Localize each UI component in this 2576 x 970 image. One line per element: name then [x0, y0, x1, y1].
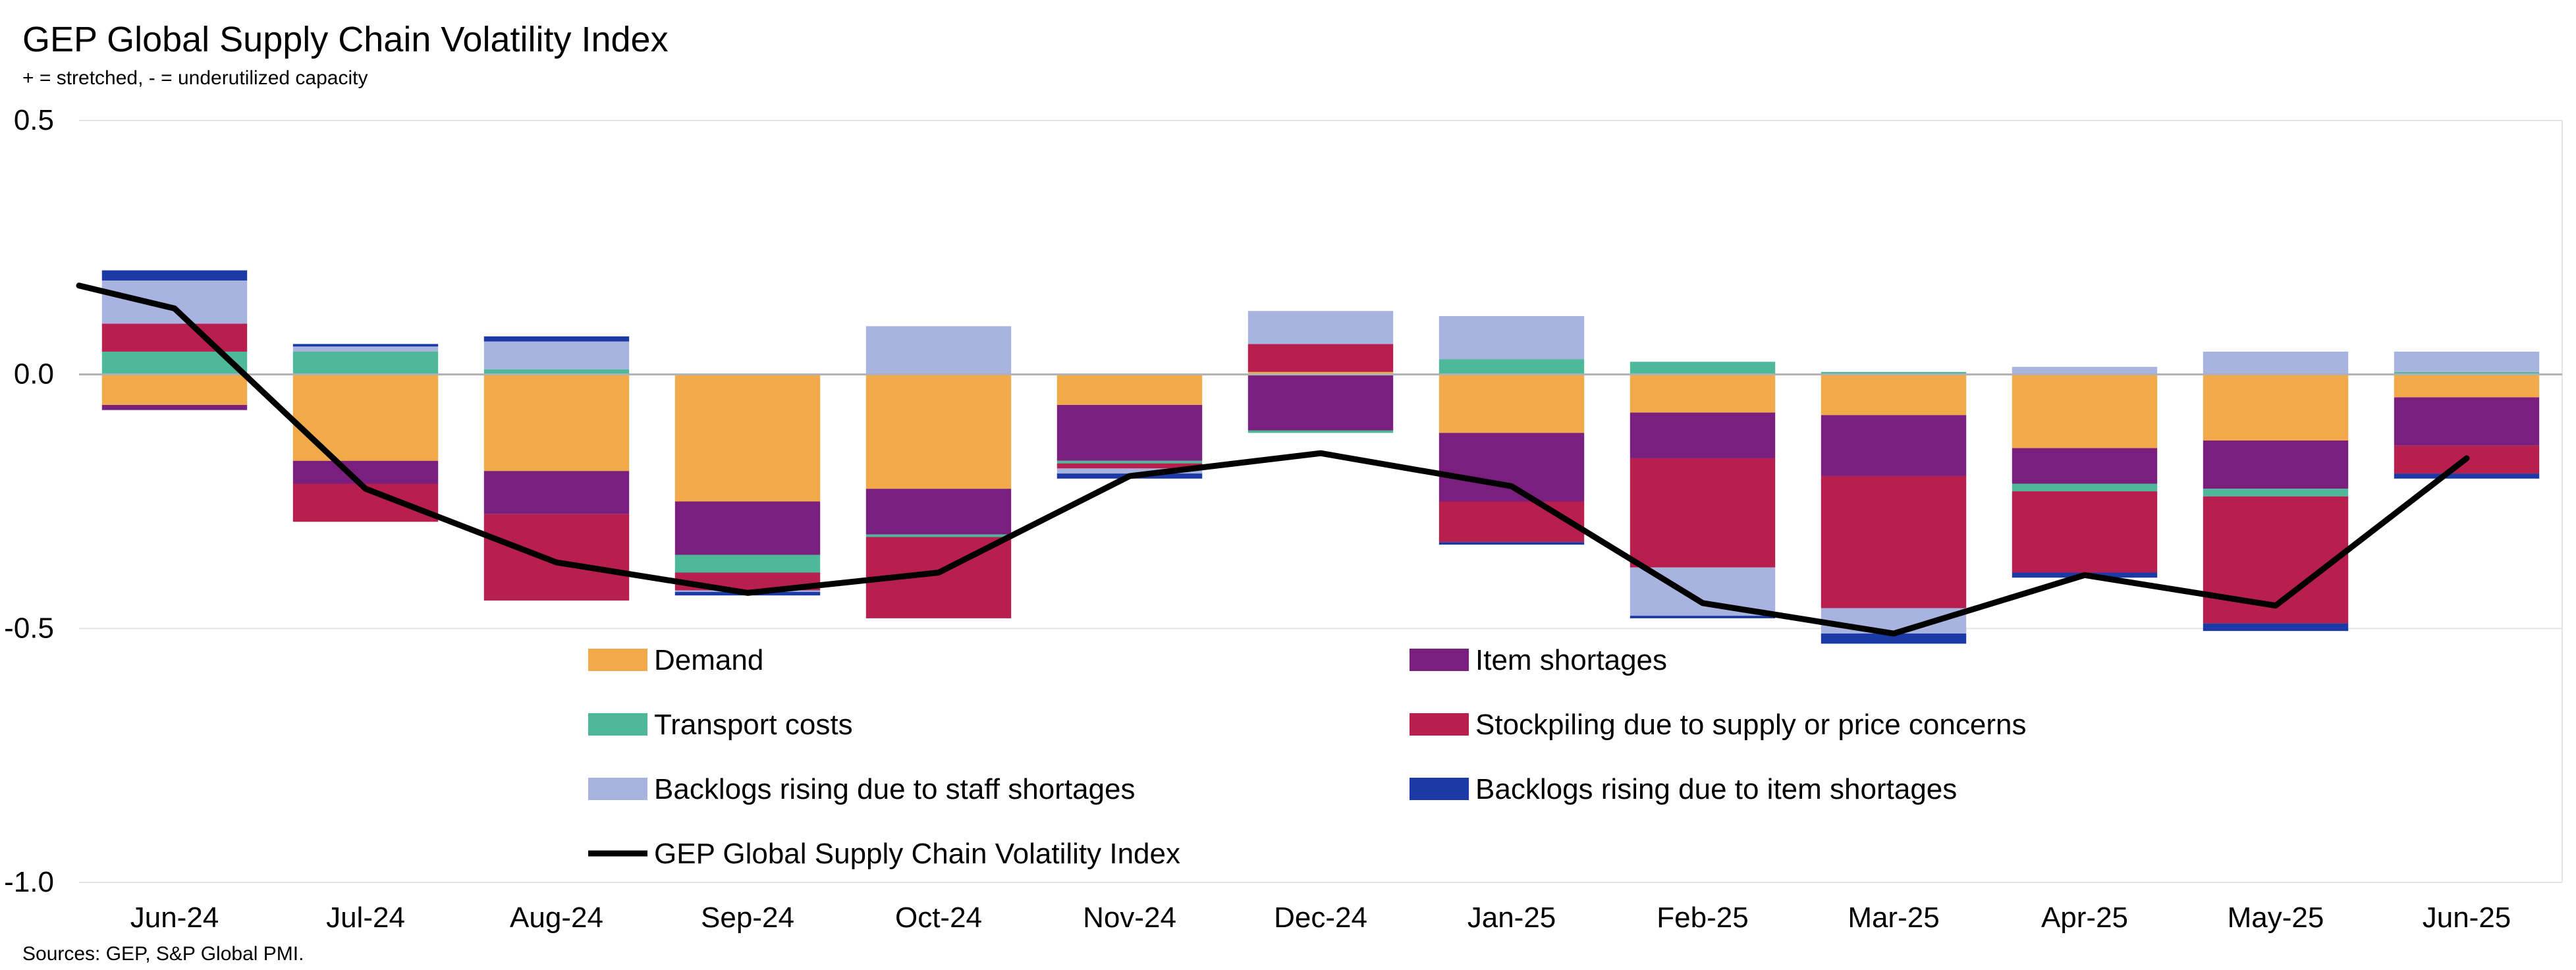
bar-backlogs-rising-due-to-item-shortages: [101, 270, 248, 281]
bar-stockpiling-due-to-supply-or-price-concerns: [1247, 344, 1394, 372]
x-tick-label: Apr-25: [2041, 902, 2128, 934]
legend-item-shortages-swatch: [1410, 649, 1469, 671]
bar-backlogs-rising-due-to-item-shortages: [1439, 542, 1585, 545]
bar-stockpiling-due-to-supply-or-price-concerns: [1821, 475, 1967, 608]
bar-backlogs-rising-due-to-staff-shortages: [2203, 351, 2349, 375]
bar-backlogs-rising-due-to-staff-shortages: [1056, 468, 1203, 474]
bar-backlogs-rising-due-to-staff-shortages: [101, 280, 248, 324]
chart-source: Sources: GEP, S&P Global PMI.: [22, 943, 304, 965]
bar-stockpiling-due-to-supply-or-price-concerns: [2012, 491, 2158, 573]
x-tick-label: Aug-24: [510, 902, 603, 934]
bar-transport-costs: [1630, 362, 1776, 375]
bar-stockpiling-due-to-supply-or-price-concerns: [101, 323, 248, 352]
bar-item-shortages: [1821, 415, 1967, 476]
bar-item-shortages: [865, 489, 1012, 535]
index-line: [76, 283, 2470, 637]
x-tick-label: Jul-24: [326, 902, 405, 934]
bar-demand: [292, 374, 439, 461]
bar-stockpiling-due-to-supply-or-price-concerns: [1630, 458, 1776, 568]
bar-transport-costs: [292, 351, 439, 375]
bar-item-shortages: [1630, 412, 1776, 458]
chart-title: GEP Global Supply Chain Volatility Index: [22, 20, 669, 59]
x-tick-label: Feb-25: [1657, 902, 1748, 934]
bar-demand: [101, 374, 248, 405]
bar-demand: [2394, 374, 2540, 398]
bar-transport-costs: [2012, 483, 2158, 492]
bar-demand: [1630, 374, 1776, 413]
x-tick-label: Oct-24: [895, 902, 982, 934]
bar-item-shortages: [2012, 448, 2158, 484]
bar-transport-costs: [2203, 489, 2349, 497]
x-tick-label: May-25: [2228, 902, 2324, 934]
y-tick-label: 0.0: [14, 358, 54, 391]
y-tick-label: -1.0: [4, 866, 54, 898]
bar-demand: [1056, 374, 1203, 405]
bar-transport-costs: [1056, 460, 1203, 464]
x-tick-label: Mar-25: [1848, 902, 1939, 934]
bar-backlogs-rising-due-to-staff-shortages: [865, 326, 1012, 375]
bar-demand: [865, 374, 1012, 489]
bar-backlogs-rising-due-to-item-shortages: [2203, 623, 2349, 632]
x-tick-label: Jun-24: [130, 902, 219, 934]
bar-backlogs-rising-due-to-item-shortages: [483, 336, 630, 342]
x-tick-label: Nov-24: [1083, 902, 1176, 934]
bar-transport-costs: [1247, 430, 1394, 433]
bar-backlogs-rising-due-to-staff-shortages: [1247, 311, 1394, 344]
bar-transport-costs: [1439, 359, 1585, 375]
legend-backlogs-rising-due-to-item-shortages-label: Backlogs rising due to item shortages: [1475, 773, 1957, 805]
legend-demand-swatch: [588, 649, 647, 671]
bar-demand: [2203, 374, 2349, 441]
legend-stockpiling-due-to-supply-or-price-concerns-label: Stockpiling due to supply or price conce…: [1475, 709, 2026, 741]
bar-demand: [483, 374, 630, 472]
bar-transport-costs: [2394, 371, 2540, 375]
chart-subtitle: + = stretched, - = underutilized capacit…: [22, 67, 368, 89]
legend-demand-label: Demand: [654, 644, 763, 676]
bar-stockpiling-due-to-supply-or-price-concerns: [1056, 463, 1203, 469]
bar-demand: [1439, 374, 1585, 433]
bar-backlogs-rising-due-to-staff-shortages: [2012, 367, 2158, 375]
x-tick-label: Jan-25: [1467, 902, 1556, 934]
bar-item-shortages: [674, 501, 821, 555]
x-tick-label: Sep-24: [701, 902, 794, 934]
bar-backlogs-rising-due-to-item-shortages: [292, 344, 439, 347]
legend-item-shortages-label: Item shortages: [1475, 644, 1667, 676]
bar-stockpiling-due-to-supply-or-price-concerns: [483, 514, 630, 601]
bar-backlogs-rising-due-to-staff-shortages: [292, 346, 439, 352]
bar-item-shortages: [2394, 397, 2540, 446]
bar-demand: [1821, 374, 1967, 416]
bar-item-shortages: [2203, 440, 2349, 489]
bar-backlogs-rising-due-to-staff-shortages: [2394, 351, 2540, 372]
y-tick-label: 0.5: [14, 104, 54, 136]
legend-gep-global-supply-chain-volatility-index-label: GEP Global Supply Chain Volatility Index: [654, 838, 1180, 870]
bar-transport-costs: [674, 554, 821, 573]
bar-backlogs-rising-due-to-item-shortages: [2394, 473, 2540, 479]
legend-backlogs-rising-due-to-item-shortages-swatch: [1410, 778, 1469, 800]
bar-item-shortages: [1056, 404, 1203, 461]
bar-item-shortages: [1439, 433, 1585, 502]
bar-item-shortages: [1247, 374, 1394, 431]
y-tick-label: -0.5: [4, 612, 54, 644]
bar-backlogs-rising-due-to-staff-shortages: [1439, 315, 1585, 360]
bar-stockpiling-due-to-supply-or-price-concerns: [1439, 501, 1585, 543]
legend-transport-costs-swatch: [588, 713, 647, 736]
legend-stockpiling-due-to-supply-or-price-concerns-swatch: [1410, 713, 1469, 736]
bar-backlogs-rising-due-to-staff-shortages: [483, 341, 630, 369]
bar-backlogs-rising-due-to-item-shortages: [1821, 633, 1967, 644]
bar-item-shortages: [483, 471, 630, 514]
bar-transport-costs: [865, 534, 1012, 537]
bar-item-shortages: [101, 404, 248, 410]
legend-backlogs-rising-due-to-staff-shortages-label: Backlogs rising due to staff shortages: [654, 773, 1136, 805]
bar-transport-costs: [483, 369, 630, 375]
bar-demand: [2012, 374, 2158, 448]
bar-transport-costs: [1821, 371, 1967, 375]
legend-backlogs-rising-due-to-staff-shortages-swatch: [588, 778, 647, 800]
legend-transport-costs-label: Transport costs: [654, 709, 853, 741]
x-tick-label: Jun-25: [2423, 902, 2511, 934]
bar-demand: [674, 374, 821, 502]
bar-item-shortages: [292, 460, 439, 484]
bar-demand: [1247, 371, 1394, 375]
bar-backlogs-rising-due-to-item-shortages: [1630, 616, 1776, 618]
x-tick-label: Dec-24: [1274, 902, 1367, 934]
